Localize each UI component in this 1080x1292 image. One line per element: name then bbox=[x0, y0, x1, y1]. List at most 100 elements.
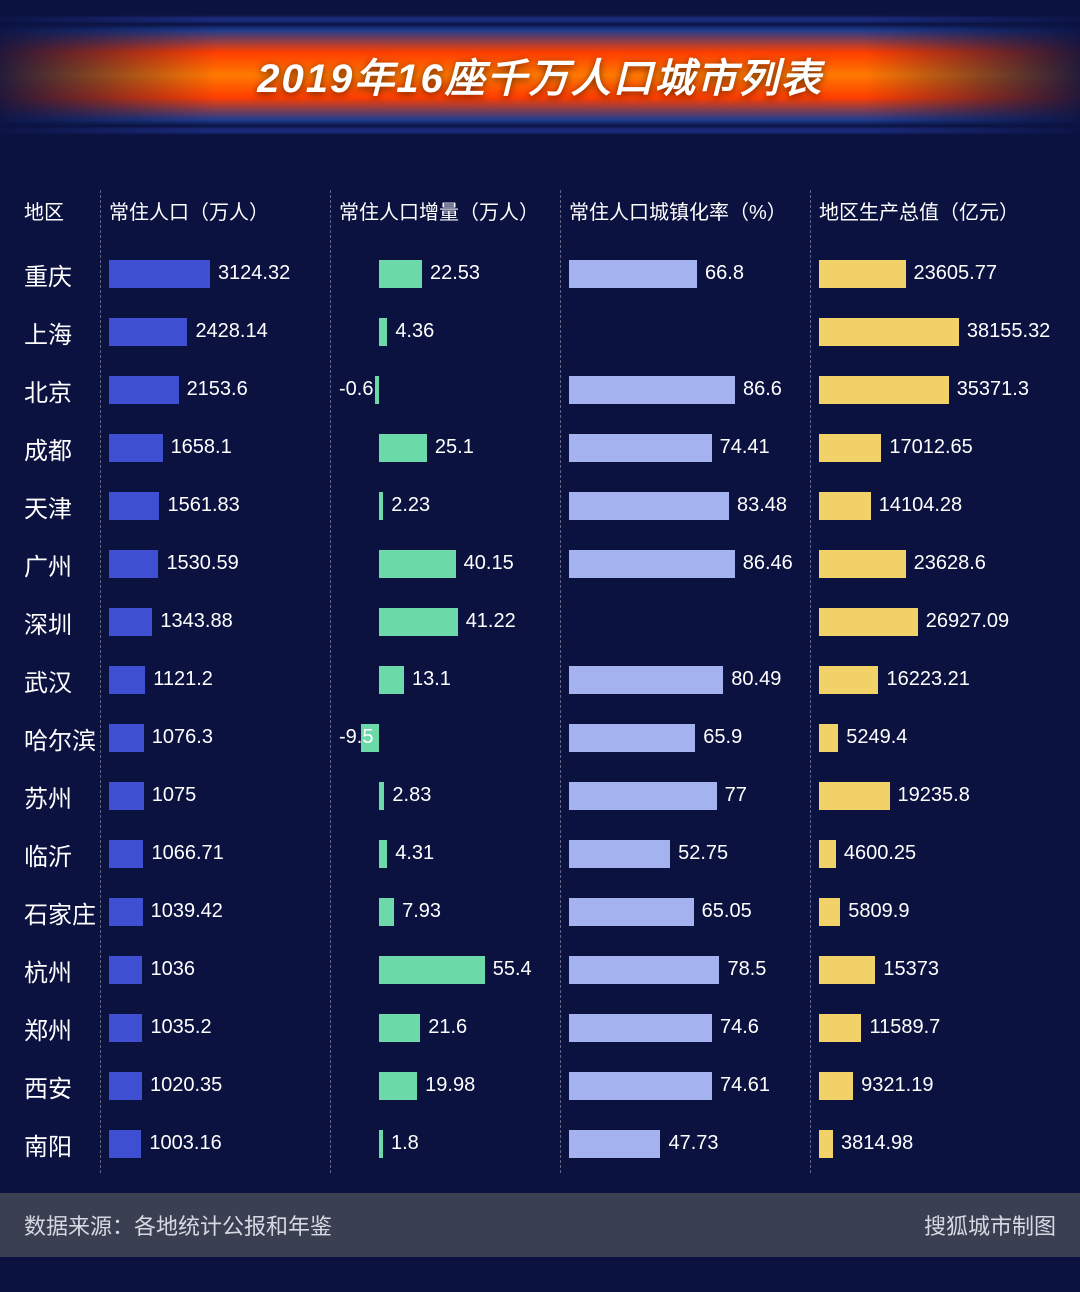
bar bbox=[379, 898, 394, 926]
bar-value: 16223.21 bbox=[886, 668, 969, 691]
bar bbox=[819, 550, 906, 578]
bar bbox=[569, 724, 695, 752]
bar-value: 7.93 bbox=[402, 900, 441, 923]
bar-row: 38155.32 bbox=[819, 303, 1040, 361]
bar-row: 2428.14 bbox=[109, 303, 322, 361]
bar-value: 35371.3 bbox=[957, 378, 1029, 401]
bar-row bbox=[569, 303, 802, 361]
bar bbox=[569, 1072, 712, 1100]
chart-area: 地区重庆上海北京成都天津广州深圳武汉哈尔滨苏州临沂石家庄杭州郑州西安南阳常住人口… bbox=[0, 150, 1080, 1193]
bar-row: 1.8 bbox=[339, 1115, 552, 1173]
bar-row: 3814.98 bbox=[819, 1115, 1040, 1173]
bar-row: 3124.32 bbox=[109, 245, 322, 303]
bar-value: 1020.35 bbox=[150, 1074, 222, 1097]
bar-value: 74.61 bbox=[720, 1074, 770, 1097]
bar-value: 1561.83 bbox=[167, 494, 239, 517]
bar-row: 1658.1 bbox=[109, 419, 322, 477]
bar-value: 17012.65 bbox=[889, 436, 972, 459]
bar-value: 78.5 bbox=[727, 958, 766, 981]
city-label: 深圳 bbox=[24, 593, 92, 651]
bar bbox=[109, 666, 145, 694]
bar bbox=[109, 1072, 142, 1100]
bar-value: 52.75 bbox=[678, 842, 728, 865]
bar-row: 23628.6 bbox=[819, 535, 1040, 593]
bar bbox=[109, 724, 144, 752]
bar-value: 14104.28 bbox=[879, 494, 962, 517]
banner: 2019年16座千万人口城市列表 bbox=[0, 0, 1080, 150]
bar bbox=[379, 666, 404, 694]
bar-row: 7.93 bbox=[339, 883, 552, 941]
bar bbox=[819, 666, 878, 694]
bar-value: 23605.77 bbox=[914, 262, 997, 285]
bar-value: 1036 bbox=[150, 958, 195, 981]
bar-value: 83.48 bbox=[737, 494, 787, 517]
bar-value: 23628.6 bbox=[914, 552, 986, 575]
bar bbox=[819, 898, 840, 926]
bar-row: 16223.21 bbox=[819, 651, 1040, 709]
bar-row bbox=[569, 593, 802, 651]
bar-value: 22.53 bbox=[430, 262, 480, 285]
bar-row: 86.46 bbox=[569, 535, 802, 593]
bar bbox=[819, 434, 881, 462]
bar-row: 19.98 bbox=[339, 1057, 552, 1115]
bar-value: 1.8 bbox=[391, 1132, 419, 1155]
bar-value: 86.6 bbox=[743, 378, 782, 401]
bar bbox=[819, 1014, 861, 1042]
city-label: 西安 bbox=[24, 1057, 92, 1115]
bar-row: 26927.09 bbox=[819, 593, 1040, 651]
bar-value: 2428.14 bbox=[195, 320, 267, 343]
bar-value: 1039.42 bbox=[151, 900, 223, 923]
bar-value: 47.73 bbox=[668, 1132, 718, 1155]
bar-row: 1121.2 bbox=[109, 651, 322, 709]
bar-value: 41.22 bbox=[466, 610, 516, 633]
bar bbox=[569, 260, 697, 288]
bar-row: 66.8 bbox=[569, 245, 802, 303]
bar bbox=[109, 492, 159, 520]
bar-value: 1003.16 bbox=[149, 1132, 221, 1155]
bar-value: 65.05 bbox=[702, 900, 752, 923]
city-label: 石家庄 bbox=[24, 883, 92, 941]
bar-value: 77 bbox=[725, 784, 747, 807]
bar bbox=[819, 782, 890, 810]
bar bbox=[109, 260, 210, 288]
bar-value: 2.83 bbox=[392, 784, 431, 807]
bar bbox=[819, 840, 836, 868]
bar-row: 1035.2 bbox=[109, 999, 322, 1057]
bar bbox=[819, 956, 875, 984]
bar-row: 15373 bbox=[819, 941, 1040, 999]
bar-value: 74.41 bbox=[720, 436, 770, 459]
bar-row: -9.5 bbox=[339, 709, 552, 767]
source-label: 数据来源： bbox=[24, 1214, 134, 1239]
bar-value: 55.4 bbox=[493, 958, 532, 981]
bar-value: 2153.6 bbox=[187, 378, 248, 401]
bar-value: -9.5 bbox=[339, 726, 373, 749]
city-label: 武汉 bbox=[24, 651, 92, 709]
bar-value: 9321.19 bbox=[861, 1074, 933, 1097]
column-header: 地区 bbox=[24, 190, 92, 245]
city-label: 重庆 bbox=[24, 245, 92, 303]
bar-value: 13.1 bbox=[412, 668, 451, 691]
bar bbox=[569, 434, 712, 462]
bar bbox=[569, 782, 717, 810]
bar-row: -0.6 bbox=[339, 361, 552, 419]
source: 数据来源：各地统计公报和年鉴 bbox=[24, 1209, 332, 1241]
bar bbox=[109, 376, 179, 404]
bar-row: 80.49 bbox=[569, 651, 802, 709]
bar bbox=[379, 956, 485, 984]
bar bbox=[569, 840, 670, 868]
bar bbox=[109, 318, 187, 346]
bar-value: 1121.2 bbox=[153, 668, 213, 691]
bar-row: 23605.77 bbox=[819, 245, 1040, 303]
bar-row: 65.05 bbox=[569, 883, 802, 941]
bar bbox=[569, 376, 735, 404]
bar bbox=[819, 318, 959, 346]
bar bbox=[569, 1014, 712, 1042]
bar-value: 11589.7 bbox=[869, 1016, 940, 1039]
bar-row: 2.83 bbox=[339, 767, 552, 825]
bar-row: 11589.7 bbox=[819, 999, 1040, 1057]
bar-row: 74.61 bbox=[569, 1057, 802, 1115]
bar-row: 22.53 bbox=[339, 245, 552, 303]
bar bbox=[379, 434, 427, 462]
bar-value: 86.46 bbox=[743, 552, 793, 575]
bar bbox=[379, 550, 456, 578]
